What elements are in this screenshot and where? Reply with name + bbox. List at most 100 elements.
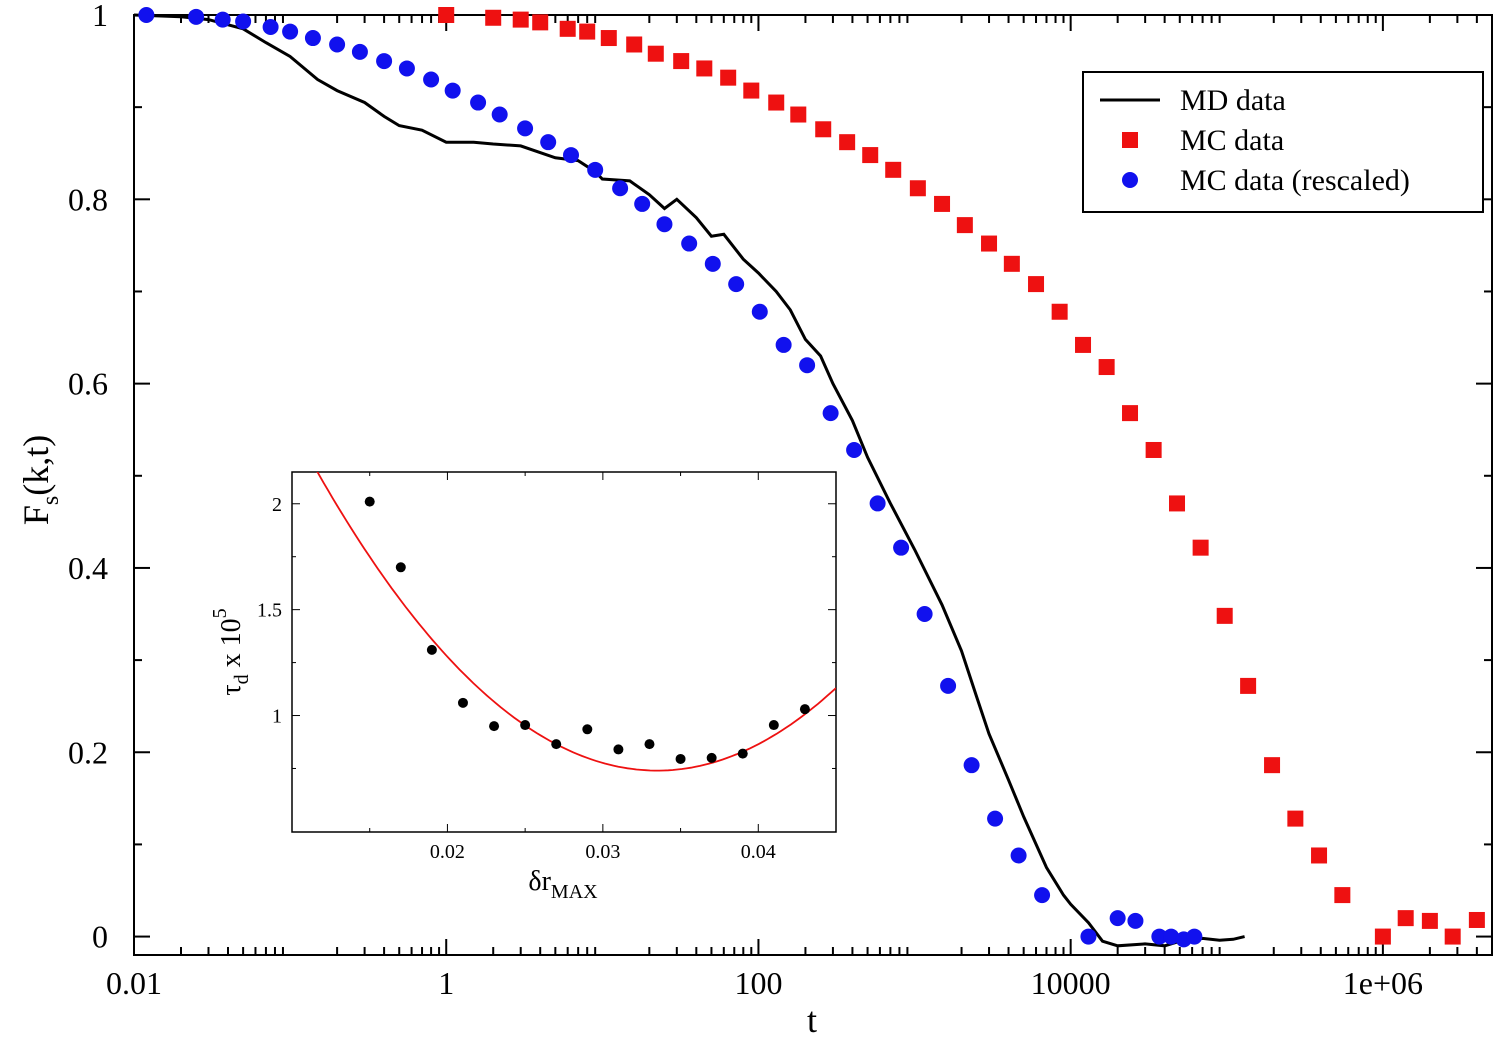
legend-entry-label: MD data <box>1180 84 1286 117</box>
inset-data-point <box>520 720 531 731</box>
inset-data-point <box>768 720 779 731</box>
mc-rescaled-point <box>1186 928 1203 945</box>
inset-x-tick-label: 0.04 <box>741 841 776 863</box>
mc-data-square <box>600 30 617 47</box>
x-tick-label: 10000 <box>1031 965 1111 1001</box>
mc-data-square <box>790 106 807 123</box>
mc-rescaled-point <box>214 11 231 28</box>
mc-data-square <box>1374 928 1391 945</box>
main-plot-data <box>133 7 1485 948</box>
main-plot-area: 0.01 1 100 10000 1e+06 0 0.2 0.4 0.6 0.8 1 <box>68 0 1493 1001</box>
mc-rescaled-point <box>188 8 205 25</box>
mc-data-square <box>1169 495 1186 512</box>
y-tick-label: 0.2 <box>68 734 108 770</box>
x-tick-label: 100 <box>734 965 782 1001</box>
mc-rescaled-point <box>704 255 721 272</box>
y-tick-label: 0.4 <box>68 550 108 586</box>
inset-y-tick-label: 2 <box>272 494 282 516</box>
mc-data-square <box>512 11 529 28</box>
axis-labels: t Fs(k,t) δrMAX τd x 105 <box>16 435 817 1040</box>
mc-data-square <box>647 45 664 62</box>
mc-rescaled-point <box>563 147 580 164</box>
mc-rescaled-point <box>470 94 487 111</box>
mc-rescaled-point <box>1127 912 1144 929</box>
mc-rescaled-point <box>329 36 346 53</box>
mc-rescaled-point <box>822 405 839 422</box>
mc-rescaled-point <box>304 30 321 47</box>
mc-rescaled-point <box>869 495 886 512</box>
mc-data-square <box>696 60 713 77</box>
mc-data-square <box>1421 912 1438 929</box>
mc-data-square <box>1145 441 1162 458</box>
inset-y-axis-label-superscript: 5 <box>209 608 231 618</box>
mc-rescaled-point <box>398 60 415 77</box>
inset-data-point <box>582 724 593 735</box>
legend-entry-label: MC data (rescaled) <box>1180 164 1410 197</box>
y-tick-label: 0.6 <box>68 366 108 402</box>
inset-data-point <box>675 753 686 764</box>
inset-x-tick-label: 0.03 <box>585 841 620 863</box>
mc-data-square <box>485 9 502 26</box>
mc-rescaled-point <box>376 53 393 70</box>
mc-data-square <box>1192 539 1209 556</box>
mc-data-square <box>626 36 643 53</box>
mc-rescaled-point <box>656 216 673 233</box>
mc-data-square <box>559 20 576 37</box>
mc-rescaled-point <box>846 441 863 458</box>
mc-rescaled-point <box>423 71 440 88</box>
inset-data-point <box>644 739 655 750</box>
mc-data-square <box>909 180 926 197</box>
mc-rescaled-point <box>681 235 698 252</box>
mc-data-square <box>885 161 902 178</box>
mc-data-square <box>1468 911 1485 928</box>
inset-data-point <box>426 644 437 655</box>
legend-box <box>1082 71 1484 213</box>
inset-x-tick-label: 0.02 <box>430 841 465 863</box>
inset-data-point <box>489 721 500 732</box>
mc-rescaled-point <box>775 336 792 353</box>
inset-y-axis-label: τd x 105 <box>209 608 253 695</box>
mc-data-square <box>673 53 690 70</box>
mc-rescaled-point <box>1010 847 1027 864</box>
y-axis-label-tail: (k,t) <box>16 435 56 496</box>
y-axis-label-subscript: s <box>38 496 64 505</box>
legend-square-marker <box>1122 132 1138 148</box>
mc-rescaled-point <box>282 23 299 40</box>
inset-frame <box>291 471 837 833</box>
mc-rescaled-point <box>540 134 557 151</box>
y-tick-label: 0.8 <box>68 181 108 217</box>
mc-data-square <box>1397 910 1414 927</box>
x-tick-label: 0.01 <box>106 965 162 1001</box>
inset-x-axis-label: δrMAX <box>528 866 598 903</box>
mc-rescaled-point <box>491 106 508 123</box>
mc-data-square <box>720 69 737 86</box>
mc-data-square <box>438 7 455 23</box>
inset-y-tick-label: 1 <box>272 706 282 728</box>
mc-data-square <box>1444 928 1461 945</box>
x-tick-label: 1e+06 <box>1343 965 1423 1001</box>
inset-data-point <box>613 744 624 755</box>
legend-entry-label: MC data <box>1180 124 1284 157</box>
mc-data-square <box>934 195 951 212</box>
inset-x-axis-label-subscript: MAX <box>551 881 598 903</box>
mc-data-square <box>579 23 596 40</box>
inset-data-point <box>395 562 406 573</box>
mc-data-square <box>1051 303 1068 320</box>
mc-rescaled-point <box>634 195 651 212</box>
mc-data-square <box>1003 255 1020 272</box>
mc-rescaled-point <box>1151 928 1168 945</box>
mc-rescaled-point <box>262 18 279 35</box>
mc-rescaled-point <box>1109 910 1126 927</box>
mc-data-square <box>768 94 785 111</box>
x-axis-label: t <box>807 1000 817 1040</box>
inset-y-axis-label-subscript: d <box>231 674 253 684</box>
inset-y-axis-label-tail: x 10 <box>216 618 247 674</box>
mc-rescaled-point <box>235 13 252 30</box>
mc-rescaled-point <box>751 303 768 320</box>
mc-rescaled-point <box>444 82 461 99</box>
mc-rescaled-point <box>1080 928 1097 945</box>
inset-data-point <box>364 496 375 507</box>
mc-data-square <box>1075 336 1092 353</box>
mc-rescaled-point <box>351 43 368 60</box>
mc-data-square <box>1216 607 1233 624</box>
